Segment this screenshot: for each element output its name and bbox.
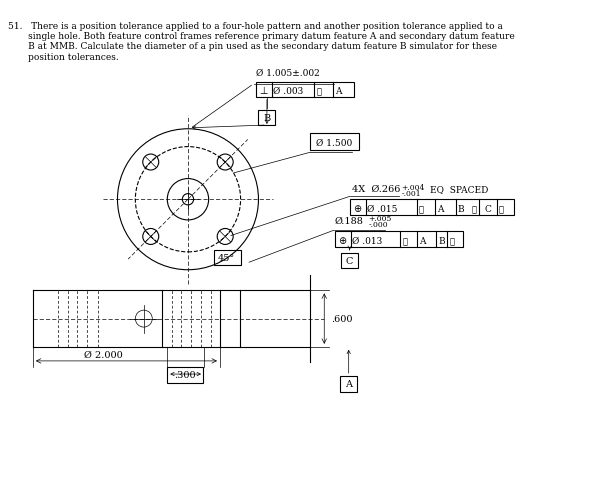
Text: A: A: [345, 380, 352, 389]
Text: -.001: -.001: [401, 189, 421, 197]
Text: C: C: [346, 257, 354, 266]
Text: +.004: +.004: [401, 183, 424, 191]
Text: 45°: 45°: [218, 254, 235, 263]
Text: A: A: [336, 87, 342, 96]
Text: EQ  SPACED: EQ SPACED: [431, 185, 489, 194]
Text: Ø .015: Ø .015: [368, 205, 398, 214]
Text: ⊕: ⊕: [354, 204, 362, 214]
Text: Ø .013: Ø .013: [352, 237, 383, 246]
Text: ⊕: ⊕: [338, 236, 346, 246]
Text: Ø 1.005±.002: Ø 1.005±.002: [256, 69, 319, 78]
Text: -.000: -.000: [368, 220, 388, 228]
Text: B: B: [438, 237, 445, 246]
Text: 4X  Ø.266: 4X Ø.266: [352, 185, 400, 194]
Text: .300: .300: [174, 370, 196, 379]
Text: Ⓜ: Ⓜ: [472, 205, 477, 214]
Text: Ⓜ: Ⓜ: [449, 237, 454, 246]
Text: A: A: [437, 205, 444, 214]
Text: B: B: [263, 114, 270, 123]
Text: .600: .600: [331, 315, 352, 324]
Text: Ø.188: Ø.188: [334, 216, 363, 225]
Text: Ⓜ: Ⓜ: [317, 87, 322, 96]
Text: A: A: [419, 237, 426, 246]
Text: Ø .003: Ø .003: [274, 87, 304, 96]
Text: C: C: [485, 205, 492, 214]
Text: Ø 1.500: Ø 1.500: [317, 138, 353, 147]
Text: +.005: +.005: [368, 214, 392, 222]
Text: Ⓜ: Ⓜ: [418, 205, 423, 214]
Text: B: B: [458, 205, 464, 214]
Text: ⊥: ⊥: [259, 86, 268, 96]
Text: Ⓜ: Ⓜ: [499, 205, 504, 214]
Text: Ⓜ: Ⓜ: [402, 237, 407, 246]
Text: Ø 2.000: Ø 2.000: [84, 350, 123, 359]
Text: 51.   There is a position tolerance applied to a four-hole pattern and another p: 51. There is a position tolerance applie…: [7, 22, 514, 62]
